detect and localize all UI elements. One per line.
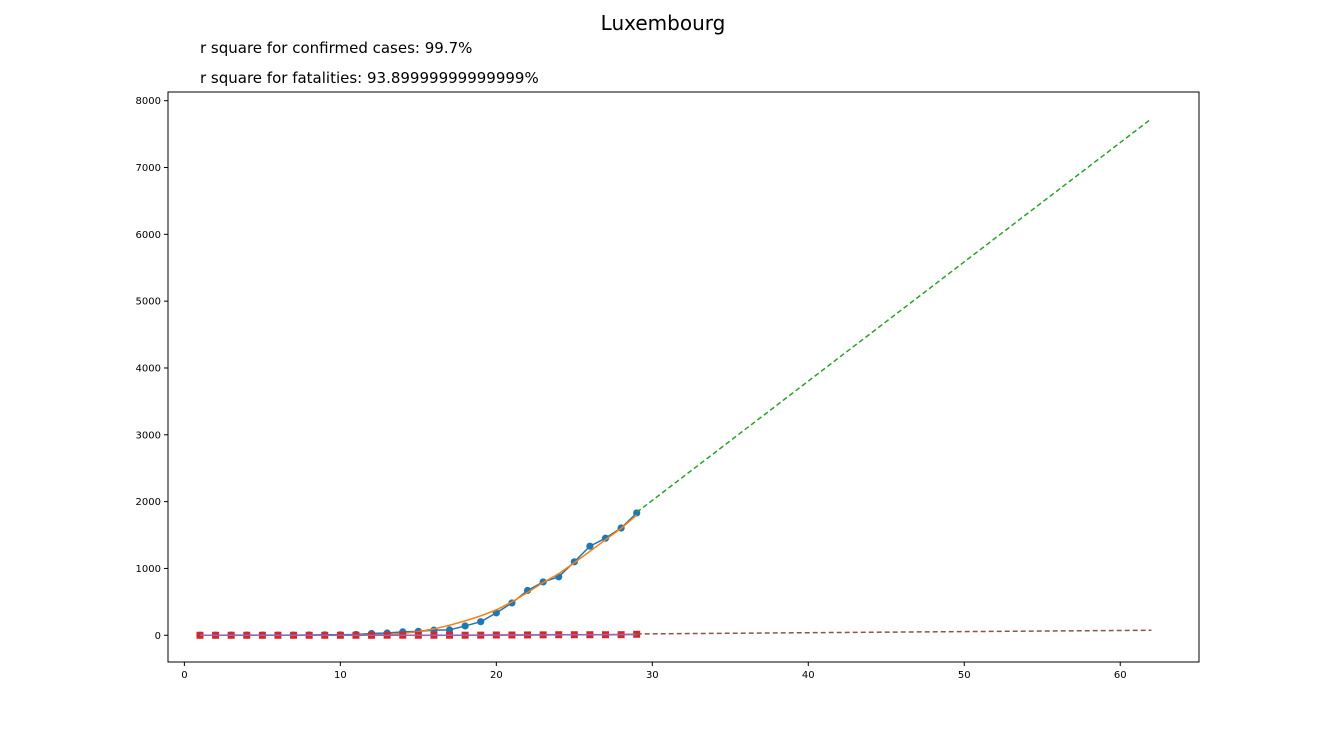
x-tick-label: 20 — [490, 670, 503, 681]
x-tick-label: 10 — [334, 670, 347, 681]
point-confirmed — [461, 622, 469, 630]
x-tick-label: 40 — [802, 670, 815, 681]
y-tick-label: 4000 — [136, 363, 161, 374]
y-tick-label: 0 — [155, 631, 161, 642]
x-tick-label: 60 — [1114, 670, 1127, 681]
plot-area: 0 10 20 30 40 50 60 0 1000 2000 3000 4000 5000 6000 70… — [136, 91, 1200, 681]
y-tick-label: 1000 — [136, 564, 161, 575]
plot-frame — [167, 91, 1200, 663]
y-tick-label: 8000 — [136, 96, 161, 107]
series-line-confirmed-projection — [636, 118, 1152, 513]
x-tick-label: 50 — [958, 670, 971, 681]
point-confirmed — [601, 534, 610, 542]
y-tick-label: 3000 — [136, 430, 161, 441]
series-line-fatalities-fit — [199, 633, 637, 637]
series-line-confirmed — [199, 512, 638, 636]
x-tick-label: 30 — [646, 670, 659, 681]
x-tick-label: 0 — [181, 670, 187, 681]
series-line-fatalities-projection — [636, 629, 1152, 635]
series-line-confirmed-fit — [199, 514, 638, 637]
point-fatalities — [196, 631, 204, 639]
point-confirmed — [523, 586, 532, 595]
point-confirmed — [586, 542, 594, 550]
point-confirmed — [445, 626, 454, 634]
y-tick-label: 5000 — [136, 297, 161, 308]
y-tick-label: 2000 — [136, 497, 161, 508]
annotation-confirmed-r-square: r square for confirmed cases: 99.7% — [200, 39, 472, 57]
annotation-fatalities-r-square: r square for fatalities: 93.899999999999… — [200, 69, 539, 87]
point-confirmed — [477, 618, 485, 626]
chart-title: Luxembourg — [601, 11, 726, 35]
y-tick-label: 7000 — [136, 163, 161, 174]
y-tick-label: 6000 — [136, 230, 161, 241]
